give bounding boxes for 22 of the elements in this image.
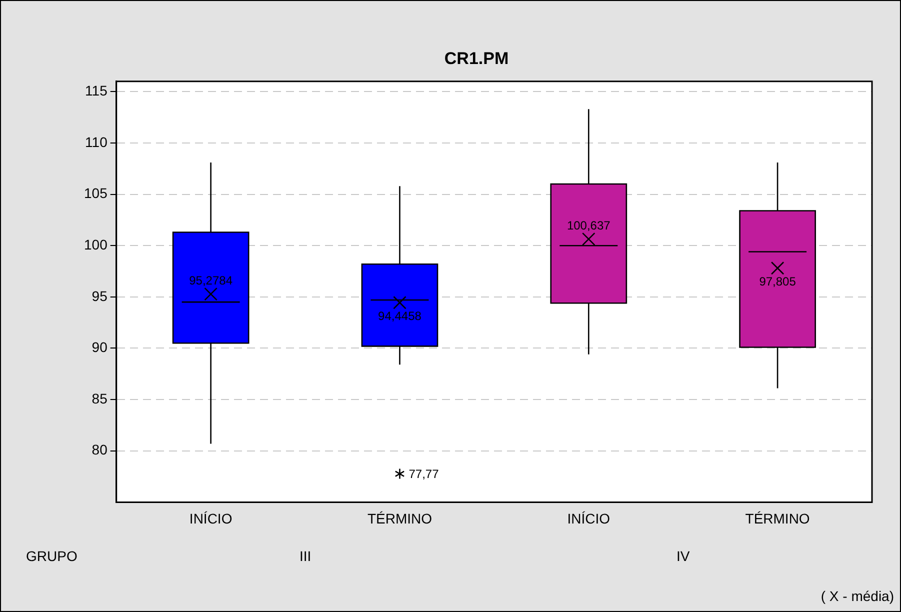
text: IV: [676, 548, 690, 564]
y-tick-label: 110: [85, 134, 108, 150]
annotation: 95,2784: [189, 273, 233, 288]
annotation: 77,77: [408, 467, 440, 482]
annotation: 100,637: [566, 218, 611, 232]
y-tick-label: 90: [92, 339, 108, 356]
annotation: 94,4458: [378, 308, 422, 323]
text: GRUPO: [26, 548, 78, 564]
x-tick-label: TÉRMINO: [367, 510, 432, 526]
y-tick-label: 80: [92, 442, 108, 458]
y-tick-label: 100: [84, 236, 108, 252]
y-tick-label: 95: [92, 288, 108, 304]
y-tick-label: 105: [84, 185, 108, 202]
x-tick-label: INÍCIO: [189, 510, 232, 526]
chart-title: CR1.PM: [444, 48, 509, 68]
text: ( X - média): [820, 588, 894, 604]
x-tick-label: TÉRMINO: [745, 510, 810, 526]
y-tick-label: 115: [85, 82, 108, 99]
annotation: 97,805: [759, 274, 796, 288]
x-tick-label: INÍCIO: [567, 510, 610, 526]
y-tick-label: 85: [92, 390, 108, 406]
text: III: [299, 548, 312, 564]
